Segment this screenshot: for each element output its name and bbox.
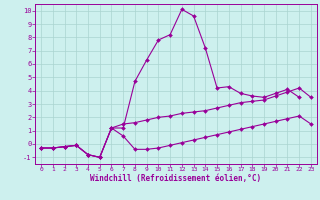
X-axis label: Windchill (Refroidissement éolien,°C): Windchill (Refroidissement éolien,°C) xyxy=(91,174,261,183)
